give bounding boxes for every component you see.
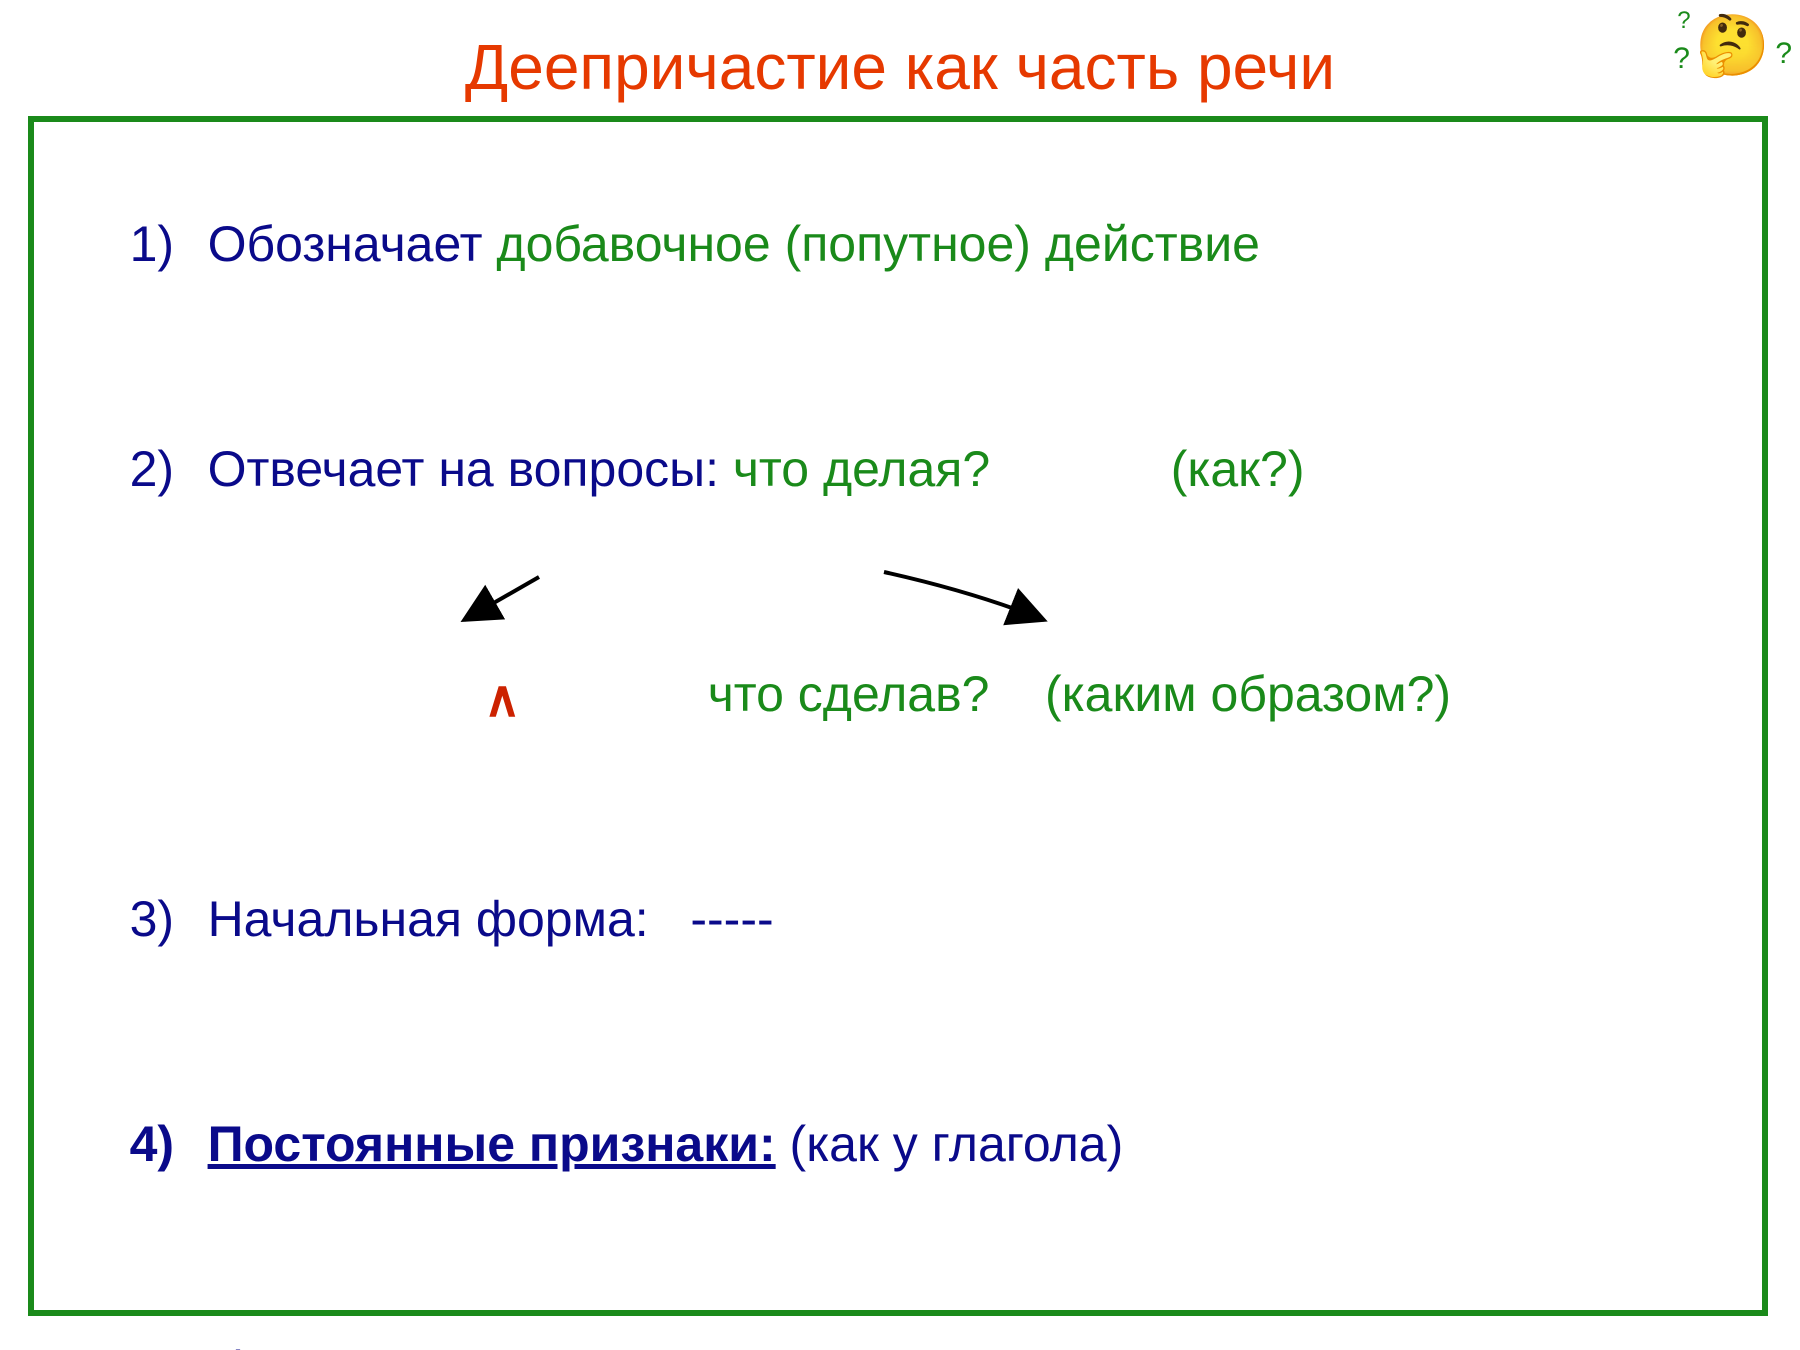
- item-3-num: 3): [130, 882, 208, 957]
- item-2-label: Отвечает на вопросы:: [208, 441, 733, 497]
- item-1-label: Обозначает: [208, 216, 497, 272]
- thinking-icon: 🤔 ? ? ?: [1695, 10, 1770, 81]
- item-1-num: 1): [130, 207, 208, 282]
- item-3-value: -----: [690, 891, 773, 947]
- item-4-label: Постоянные признаки:: [208, 1116, 776, 1172]
- item-4a-label: а): [208, 1341, 252, 1350]
- content-box: 1)Обозначает добавочное (попутное) дейст…: [28, 116, 1768, 1316]
- item-4: 4)Постоянные признаки: (как у глагола): [34, 1032, 1762, 1257]
- item-2-line1: 2)Отвечает на вопросы: что делая? (как?): [34, 357, 1762, 582]
- item-2-q2b: (каким образом?): [1045, 666, 1451, 722]
- item-2-q2a: что сделав?: [708, 666, 990, 722]
- item-1-green: добавочное (попутное) действие: [496, 216, 1260, 272]
- item-2-line2: что сделав? (каким образом?): [34, 582, 1762, 807]
- item-2-q1a: что делая?: [733, 441, 990, 497]
- caret-icon: ∧: [484, 670, 521, 728]
- item-1: 1)Обозначает добавочное (попутное) дейст…: [34, 132, 1762, 357]
- item-2-num: 2): [130, 432, 208, 507]
- item-4a-blue: дееприч.: [659, 1341, 867, 1350]
- item-2-q1b: (как?): [1171, 441, 1305, 497]
- item-4a: а)возвратность дееприч.: [34, 1257, 1762, 1350]
- item-3-label: Начальная форма:: [208, 891, 691, 947]
- item-4-num: 4): [130, 1107, 208, 1182]
- item-4-paren: (как у глагола): [776, 1116, 1124, 1172]
- page-title: Деепричастие как часть речи: [0, 30, 1800, 104]
- item-4a-black: возвратность: [252, 1341, 562, 1350]
- item-3: 3)Начальная форма: -----: [34, 807, 1762, 1032]
